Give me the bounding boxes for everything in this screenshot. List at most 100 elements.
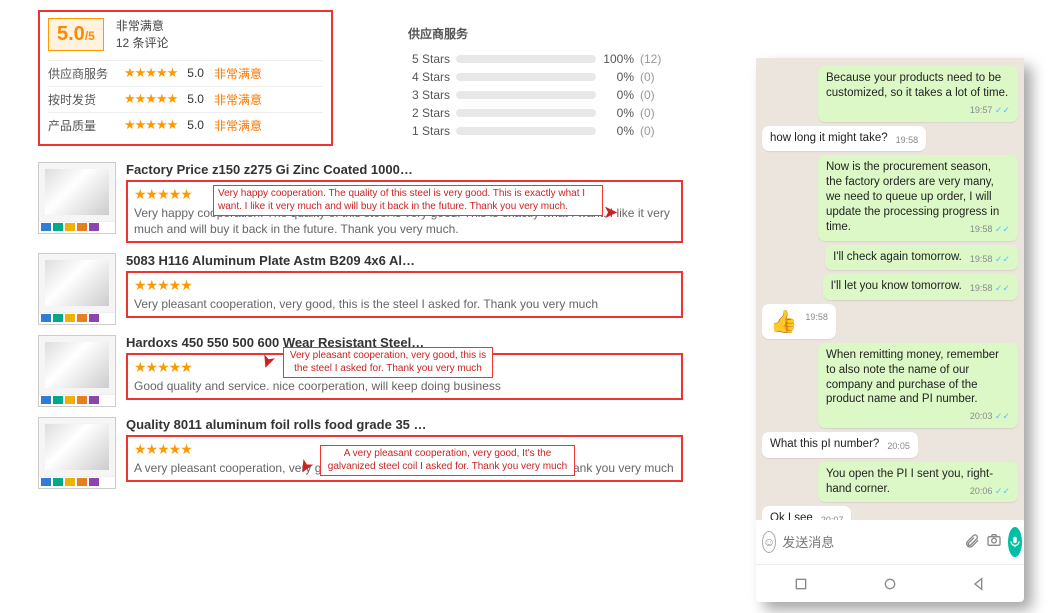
star-breakdown-row: 5 Stars100%(12) (408, 52, 668, 66)
score: 5.0 (57, 23, 85, 45)
cert-badges (39, 394, 115, 406)
star-breakdown-row: 1 Stars 0% (0) (408, 124, 668, 138)
score-outof: /5 (85, 29, 95, 43)
read-ticks-icon: ✓✓ (995, 486, 1010, 496)
cert-badges (39, 476, 115, 488)
chat-message-text: When remitting money, remember to also n… (826, 349, 999, 406)
review-count: 12 条评论 (116, 35, 169, 52)
chat-message-out[interactable]: When remitting money, remember to also n… (818, 343, 1018, 428)
rating-row-value: 5.0 (187, 118, 204, 132)
chat-message-text: Now is the procurement season, the facto… (826, 161, 999, 233)
chat-message-text: You open the PI I sent you, right-hand c… (826, 468, 993, 495)
chat-message-out[interactable]: Because your products need to be customi… (818, 66, 1018, 122)
star-breakdown-row: 4 Stars0%(0) (408, 70, 668, 84)
rating-row: 供应商服务★★★★★5.0非常满意 (48, 60, 323, 86)
bar-percent: 0% (602, 70, 634, 84)
nav-recent-icon[interactable] (793, 576, 809, 592)
star-breakdown-row: 2 Stars0%(0) (408, 106, 668, 120)
rating-row-tag: 非常满意 (214, 91, 262, 108)
rating-row-label: 供应商服务 (48, 65, 124, 82)
product-thumbnail[interactable] (38, 335, 116, 407)
bar-track (456, 73, 596, 81)
mic-button[interactable] (1008, 527, 1022, 557)
rating-row-label: 产品质量 (48, 117, 124, 134)
bar-track (456, 55, 596, 63)
annotation-callout: A very pleasant cooperation, very good, … (320, 445, 575, 476)
annotation-callout: Very happy cooperation. The quality of t… (213, 185, 603, 216)
review-product-title[interactable]: Factory Price z150 z275 Gi Zinc Coated 1… (126, 162, 683, 177)
android-navbar (756, 564, 1024, 602)
read-ticks-icon: ✓✓ (995, 411, 1010, 421)
chat-message-time: 19:58 ✓✓ (970, 283, 1010, 295)
review-product-title[interactable]: 5083 H116 Aluminum Plate Astm B209 4x6 A… (126, 253, 683, 268)
stars-icon: ★★★★★ (124, 65, 177, 81)
chat-message-in[interactable]: Ok I see20:07 (762, 506, 851, 520)
chat-message-time: 20:03 ✓✓ (970, 411, 1010, 423)
chat-input-bar: ☺ (756, 520, 1024, 564)
bar-percent: 0% (602, 124, 634, 138)
cert-badges (39, 221, 115, 233)
read-ticks-icon: ✓✓ (995, 254, 1010, 264)
product-thumbnail[interactable] (38, 417, 116, 489)
nav-home-icon[interactable] (882, 576, 898, 592)
rating-row: 产品质量★★★★★5.0非常满意 (48, 112, 323, 138)
rating-summary: 5.0/5 非常满意 12 条评论 供应商服务★★★★★5.0非常满意按时发货★… (38, 10, 333, 146)
rating-row: 按时发货★★★★★ 5.0 非常满意 (48, 86, 323, 112)
bar-label: 2 Stars (408, 106, 450, 120)
attach-icon[interactable] (964, 532, 980, 552)
product-thumbnail[interactable] (38, 253, 116, 325)
chat-message-text: Ok I see (770, 512, 813, 520)
review-text: Good quality and service. nice coorperat… (134, 378, 675, 394)
bar-count: (12) (640, 52, 668, 66)
chat-message-in[interactable]: What this pI number? 20:05 (762, 432, 918, 458)
chat-message-time: 19:58 (805, 312, 828, 324)
bar-label: 3 Stars (408, 88, 450, 102)
annotation-callout: Very pleasant cooperation, very good, th… (283, 347, 493, 378)
service-breakdown: 供应商服务 5 Stars100%(12)4 Stars0%(0)3 Stars… (408, 25, 668, 142)
read-ticks-icon: ✓✓ (995, 105, 1010, 115)
chat-message-time: 19:58 (896, 135, 919, 147)
chat-message-out[interactable]: I'll check again tomorrow.19:58 ✓✓ (825, 245, 1018, 271)
chat-message-out[interactable]: I'll let you know tomorrow. 19:58 ✓✓ (823, 274, 1018, 300)
nav-back-icon[interactable] (971, 576, 987, 592)
chat-message-out[interactable]: You open the PI I sent you, right-hand c… (818, 462, 1018, 503)
bar-count: (0) (640, 124, 668, 138)
bar-label: 1 Stars (408, 124, 450, 138)
review-box: ★★★★★ Very pleasant cooperation, very goo… (126, 271, 683, 318)
bar-label: 5 Stars (408, 52, 450, 66)
chat-panel: Because your products need to be customi… (756, 58, 1024, 602)
chat-message-time: 19:58 ✓✓ (970, 254, 1010, 266)
cert-badges (39, 312, 115, 324)
read-ticks-icon: ✓✓ (995, 224, 1010, 234)
satisfaction-label: 非常满意 (116, 18, 169, 35)
chat-message-text: Because your products need to be customi… (826, 72, 1008, 99)
chat-message-in[interactable]: how long it might take? 19:58 (762, 126, 926, 152)
read-ticks-icon: ✓✓ (995, 283, 1010, 293)
chat-scroll[interactable]: Because your products need to be customi… (756, 58, 1024, 520)
chat-message-text: I'll let you know tomorrow. (831, 280, 962, 292)
bar-percent: 0% (602, 106, 634, 120)
chat-message-in[interactable]: 👍19:58 (762, 304, 836, 339)
chat-input[interactable] (782, 535, 958, 550)
product-thumbnail[interactable] (38, 162, 116, 234)
bar-label: 4 Stars (408, 70, 450, 84)
stars-icon: ★★★★★ (134, 277, 675, 294)
rating-row-label: 按时发货 (48, 91, 124, 108)
chat-message-text: What this pI number? (770, 438, 879, 450)
chat-message-out[interactable]: Now is the procurement season, the facto… (818, 155, 1018, 240)
rating-row-tag: 非常满意 (214, 65, 262, 82)
bar-percent: 0% (602, 88, 634, 102)
bar-track (456, 91, 596, 99)
chat-message-text: how long it might take? (770, 132, 888, 144)
stars-icon: ★★★★★ (124, 117, 177, 133)
review-text: Very pleasant cooperation, very good, th… (134, 296, 675, 312)
score-badge: 5.0/5 (48, 18, 104, 51)
chat-message-time: 20:05 (887, 441, 910, 453)
bar-count: (0) (640, 88, 668, 102)
review-product-title[interactable]: Quality 8011 aluminum foil rolls food gr… (126, 417, 683, 432)
camera-icon[interactable] (986, 532, 1002, 552)
bar-track (456, 127, 596, 135)
stars-icon: ★★★★★ (124, 91, 177, 107)
emoji-icon[interactable]: ☺ (762, 531, 776, 553)
rating-row-value: 5.0 (187, 92, 204, 106)
